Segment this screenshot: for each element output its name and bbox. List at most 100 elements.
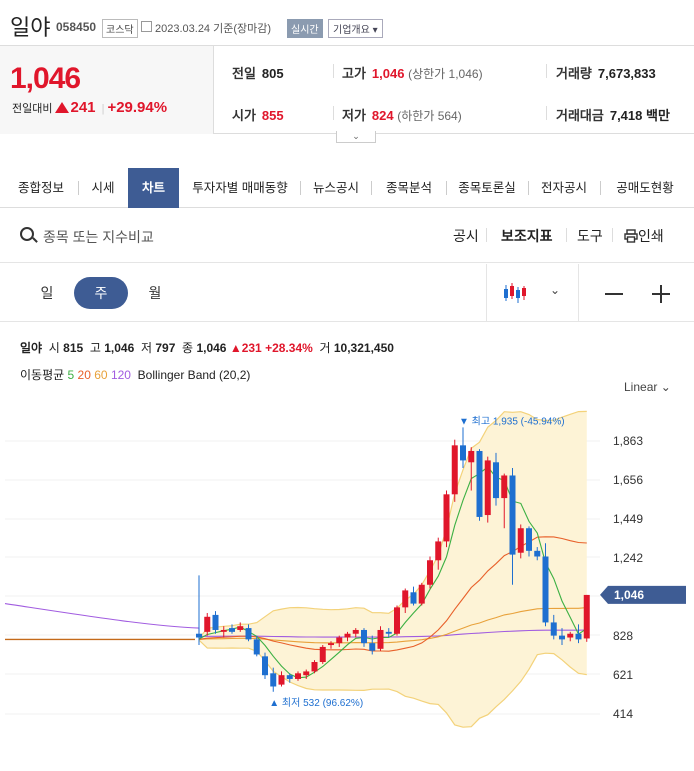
candle-body <box>286 675 293 679</box>
candle-body <box>501 475 508 499</box>
candle-body <box>427 560 433 585</box>
period-month-button[interactable]: 월 <box>148 285 162 301</box>
indicator-tool[interactable]: 보조지표 <box>501 228 553 244</box>
minus-icon <box>605 293 623 295</box>
candle-body <box>394 607 400 634</box>
tab-analysis[interactable]: 종목분석 <box>385 181 432 195</box>
change-percent: +29.94% <box>107 99 168 116</box>
candle-body <box>509 475 516 555</box>
candle-body <box>410 592 417 604</box>
y-tick-label: 1,242 <box>613 551 643 565</box>
high-annotation: ▼ 최고 1,935 (-45.94%) <box>459 415 565 427</box>
expand-quote-button[interactable]: ⌄ <box>336 131 376 143</box>
ohlc-legend: 일야 시 815 고 1,046 저 797 종 1,046 ▲231 +28.… <box>20 341 394 355</box>
tab-news[interactable]: 뉴스공시 <box>312 181 359 195</box>
candle-body <box>493 462 499 499</box>
candle-body <box>278 675 285 685</box>
zoom-out-button[interactable] <box>604 284 624 304</box>
candle-body <box>402 590 409 608</box>
candle-body <box>575 633 582 640</box>
trade-amount: 거래대금 7,418 백만 <box>556 108 670 123</box>
candle-body <box>196 633 202 638</box>
candle-body <box>476 450 483 517</box>
print-button[interactable]: 인쇄 <box>624 226 664 246</box>
candle-body <box>245 628 252 640</box>
zoom-in-button[interactable] <box>651 284 671 304</box>
candle-body <box>435 541 442 561</box>
up-triangle-icon: ▲ <box>229 341 242 355</box>
change-value: 241 <box>70 99 96 116</box>
candle-body <box>583 594 590 639</box>
caret-down-icon: ▾ <box>372 25 378 36</box>
ma5-line <box>198 466 588 679</box>
candle-body <box>385 631 392 634</box>
divider <box>546 106 547 120</box>
candlestick-icon <box>504 283 526 303</box>
tab-investor-trading[interactable]: 투자자별 매매동향 <box>192 181 288 195</box>
candle-body <box>361 629 367 644</box>
low-price: 저가 824 (하한가 564) <box>342 108 462 123</box>
low-annotation: ▲ 최저 532 (96.62%) <box>269 697 363 709</box>
tab-short-selling[interactable]: 공매도현황 <box>616 181 674 195</box>
candle-body <box>311 662 318 672</box>
current-price: 1,046 <box>10 62 81 95</box>
candle-body <box>212 614 219 630</box>
corp-overview-button[interactable]: 기업개요 ▾ <box>328 19 383 38</box>
chart-toolbar: 종목 또는 지수비교 공시 보조지표 도구 인쇄 <box>0 209 694 263</box>
current-price-label: 1,046 <box>614 588 644 602</box>
indicator-legend: 이동평균 5 20 60 120 Bollinger Band (20,2) <box>20 368 251 382</box>
y-tick-label: 1,863 <box>613 434 643 448</box>
period-day-button[interactable]: 일 <box>40 285 54 301</box>
stock-name: 일야 <box>10 15 51 40</box>
corp-overview-label: 기업개요 <box>333 25 370 36</box>
bollinger-upper-line <box>198 410 587 639</box>
drawing-tool[interactable]: 도구 <box>577 228 603 244</box>
candle-body <box>204 616 211 632</box>
compare-search-input[interactable]: 종목 또는 지수비교 <box>43 229 154 245</box>
bollinger-band-fill <box>199 411 587 728</box>
chevron-down-icon: ⌄ <box>550 283 561 297</box>
search-icon <box>20 227 34 241</box>
stock-code: 058450 <box>56 20 97 34</box>
chart-type-button[interactable]: ⌄ <box>502 282 562 306</box>
tab-discussion[interactable]: 종목토론실 <box>458 181 516 195</box>
price-change: 전일대비 241 | +29.94% <box>12 99 168 116</box>
candle-body <box>253 639 260 655</box>
candle-body <box>517 528 524 553</box>
candle-body <box>319 646 326 662</box>
period-week-button[interactable]: 주 <box>74 277 128 309</box>
prev-close: 전일 805 <box>232 66 284 81</box>
candle-body <box>418 584 425 604</box>
candle-body <box>460 445 466 461</box>
current-price-tag <box>600 585 686 604</box>
candle-body <box>295 673 301 679</box>
candle-body <box>468 450 475 463</box>
tab-overview[interactable]: 종합정보 <box>17 181 64 195</box>
y-tick-label: 1,656 <box>613 473 643 487</box>
tab-quotes[interactable]: 시세 <box>91 181 115 195</box>
candle-body <box>262 656 268 676</box>
tab-disclosure[interactable]: 전자공시 <box>540 181 587 195</box>
y-tick-label: 828 <box>613 629 633 643</box>
candle-body <box>559 635 565 640</box>
candle-body <box>344 633 351 638</box>
candle-body <box>542 556 549 623</box>
scale-selector[interactable]: Linear ⌄ <box>624 380 671 394</box>
price-chart[interactable]: 1,863 1,656 1,449 1,242 828 621 414 1,046 ▼ 최고 … <box>0 400 694 771</box>
live-badge[interactable]: 실시간 <box>287 19 323 38</box>
y-tick-label: 414 <box>613 707 633 721</box>
calendar-icon <box>141 21 152 32</box>
y-tick-label: 621 <box>613 668 633 682</box>
change-label: 전일대비 <box>12 103 53 115</box>
candle-body <box>352 629 359 634</box>
tab-chart[interactable]: 차트 <box>128 168 179 208</box>
candle-body <box>303 671 310 676</box>
price-box: 1,046 전일대비 241 | +29.94% <box>0 46 214 134</box>
candle-body <box>270 673 277 687</box>
chevron-down-icon: ⌄ <box>660 380 671 394</box>
candle-body <box>526 528 532 551</box>
high-price: 고가 1,046 (상한가 1,046) <box>342 66 483 81</box>
candle-body <box>377 629 384 649</box>
disclosure-tool[interactable]: 공시 <box>453 228 479 244</box>
up-triangle-icon <box>55 102 70 113</box>
